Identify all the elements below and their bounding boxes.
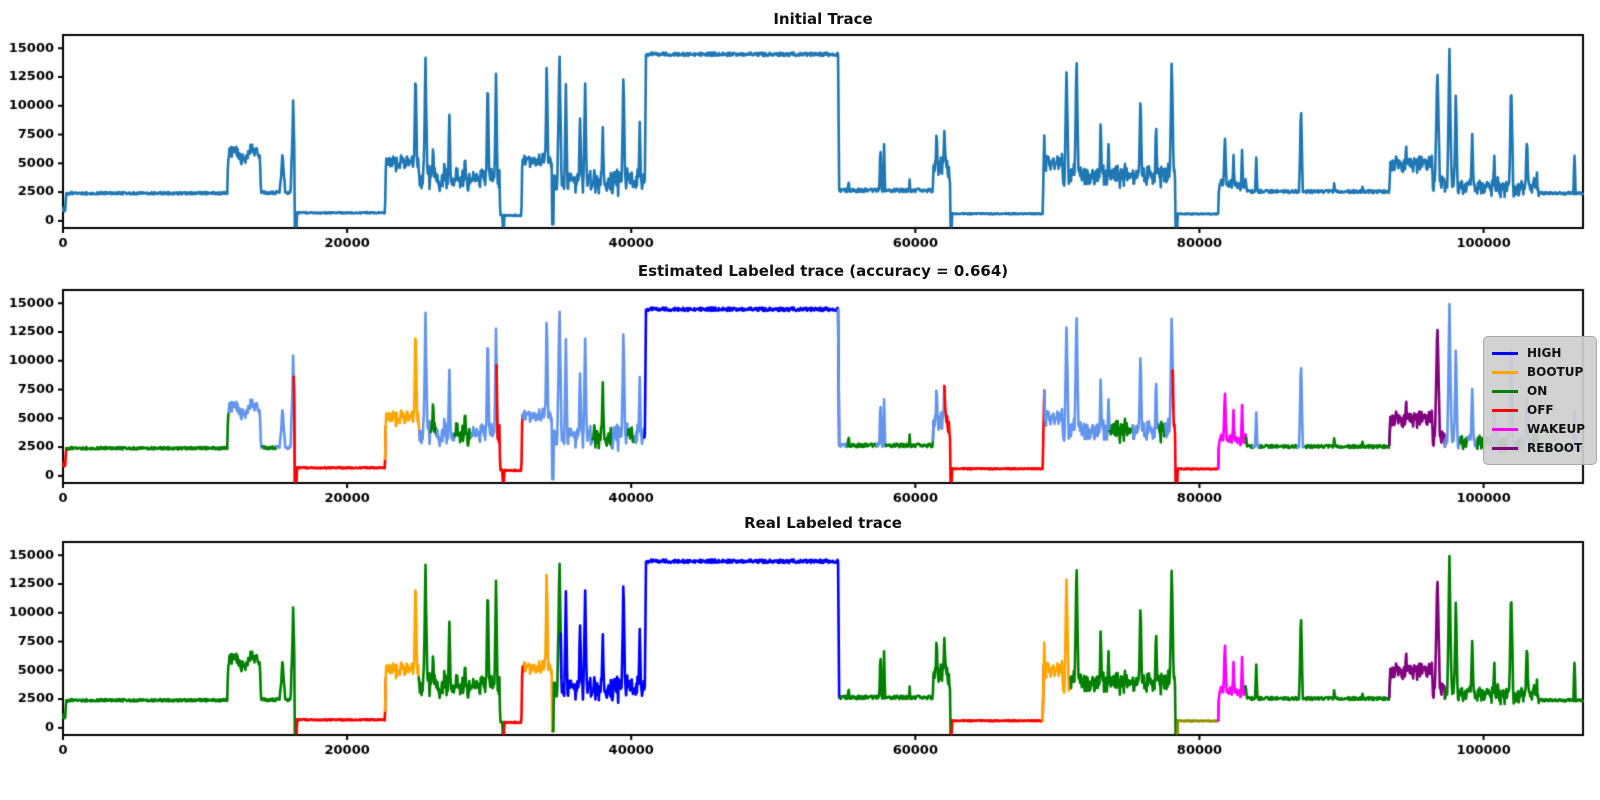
subplot-3-title: Real Labeled trace bbox=[744, 514, 902, 532]
legend-label-bootup: BOOTUP bbox=[1527, 365, 1584, 379]
legend-swatch-wakeup bbox=[1492, 428, 1518, 431]
legend-item-high: HIGH bbox=[1492, 344, 1588, 363]
legend-swatch-high bbox=[1492, 352, 1518, 355]
legend-item-wakeup: WAKEUP bbox=[1492, 420, 1588, 439]
legend: HIGH BOOTUP ON OFF WAKEUP REBOOT bbox=[1483, 336, 1597, 465]
legend-label-high: HIGH bbox=[1527, 346, 1562, 360]
legend-swatch-off bbox=[1492, 409, 1518, 412]
legend-swatch-bootup bbox=[1492, 371, 1518, 374]
legend-label-off: OFF bbox=[1527, 403, 1554, 417]
legend-label-wakeup: WAKEUP bbox=[1527, 422, 1586, 436]
legend-label-on: ON bbox=[1527, 384, 1548, 398]
legend-item-bootup: BOOTUP bbox=[1492, 363, 1588, 382]
legend-label-reboot: REBOOT bbox=[1527, 441, 1583, 455]
legend-item-off: OFF bbox=[1492, 401, 1588, 420]
subplot-2-title: Estimated Labeled trace (accuracy = 0.66… bbox=[637, 262, 1009, 280]
legend-swatch-on bbox=[1492, 390, 1518, 393]
legend-item-on: ON bbox=[1492, 382, 1588, 401]
legend-swatch-reboot bbox=[1492, 447, 1518, 450]
subplot-1-title: Initial Trace bbox=[773, 10, 873, 28]
legend-item-reboot: REBOOT bbox=[1492, 439, 1588, 458]
